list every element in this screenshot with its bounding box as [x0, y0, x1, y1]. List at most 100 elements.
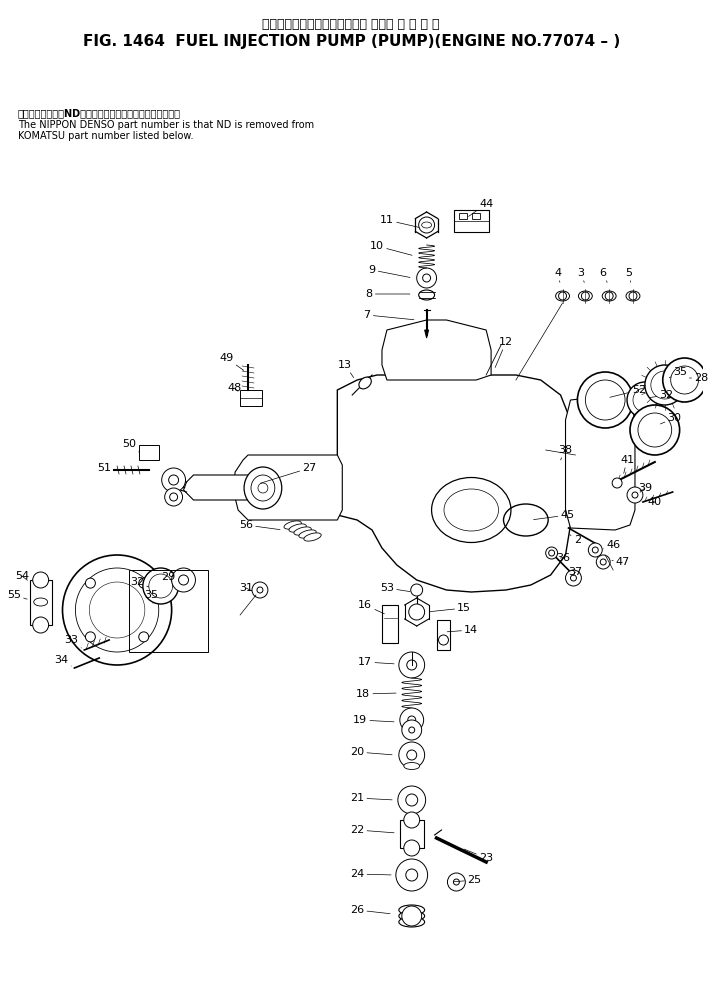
Polygon shape	[318, 375, 596, 592]
Text: 54: 54	[15, 571, 29, 581]
Text: 36: 36	[557, 553, 571, 563]
Text: 52: 52	[610, 385, 646, 397]
Text: 39: 39	[638, 483, 652, 493]
Polygon shape	[566, 395, 635, 530]
Text: 45: 45	[534, 510, 574, 520]
Ellipse shape	[399, 905, 425, 915]
Circle shape	[645, 365, 685, 405]
Circle shape	[402, 720, 422, 740]
Circle shape	[417, 268, 437, 288]
Circle shape	[139, 632, 149, 642]
Text: 35: 35	[144, 590, 158, 603]
Circle shape	[447, 873, 465, 891]
Text: 41: 41	[620, 455, 634, 473]
Text: 37: 37	[569, 567, 583, 577]
Circle shape	[409, 604, 425, 620]
Text: 24: 24	[350, 869, 391, 879]
Circle shape	[630, 405, 680, 455]
Circle shape	[139, 578, 149, 588]
Bar	[472, 213, 480, 219]
Circle shape	[404, 812, 420, 828]
Text: 21: 21	[350, 793, 392, 803]
Text: 38: 38	[559, 445, 573, 460]
Ellipse shape	[579, 291, 592, 301]
Circle shape	[627, 382, 663, 418]
Bar	[129, 570, 208, 652]
Circle shape	[612, 478, 622, 488]
Text: 12: 12	[495, 337, 513, 367]
Ellipse shape	[399, 911, 425, 921]
Text: 17: 17	[358, 657, 394, 667]
Text: 25: 25	[454, 875, 481, 885]
Text: 23: 23	[464, 849, 493, 863]
Text: 29: 29	[162, 572, 179, 582]
Ellipse shape	[404, 762, 420, 770]
Bar	[437, 620, 450, 650]
Text: 34: 34	[55, 655, 72, 666]
Ellipse shape	[294, 527, 311, 535]
Text: 56: 56	[239, 520, 280, 530]
Circle shape	[588, 543, 602, 557]
Circle shape	[596, 555, 610, 569]
Polygon shape	[184, 475, 248, 500]
Circle shape	[663, 358, 706, 402]
Circle shape	[411, 584, 423, 596]
Text: 49: 49	[219, 353, 244, 370]
Text: 28: 28	[689, 373, 708, 383]
Text: 5: 5	[625, 268, 632, 282]
Circle shape	[398, 786, 425, 814]
Text: 18: 18	[356, 689, 396, 699]
Text: 16: 16	[358, 600, 384, 614]
Text: 27: 27	[261, 463, 317, 483]
Bar	[454, 210, 489, 232]
Text: KOMATSU part number listed below.: KOMATSU part number listed below.	[18, 131, 194, 141]
Polygon shape	[233, 455, 342, 520]
Circle shape	[566, 570, 581, 586]
Text: 55: 55	[7, 590, 27, 600]
Text: 15: 15	[430, 603, 471, 613]
Bar	[400, 820, 424, 848]
Text: 32: 32	[130, 577, 149, 587]
Circle shape	[404, 840, 420, 856]
Text: 11: 11	[380, 215, 419, 227]
Ellipse shape	[556, 291, 569, 301]
Text: 47: 47	[612, 557, 630, 567]
Bar	[240, 390, 262, 406]
Text: 19: 19	[353, 715, 394, 725]
Circle shape	[86, 632, 96, 642]
Polygon shape	[425, 330, 429, 338]
Ellipse shape	[258, 483, 268, 493]
Circle shape	[399, 652, 425, 678]
Circle shape	[62, 555, 172, 665]
Ellipse shape	[284, 521, 301, 529]
Text: 10: 10	[370, 241, 412, 255]
Text: 40: 40	[648, 497, 662, 507]
Circle shape	[33, 617, 49, 633]
Circle shape	[172, 568, 196, 592]
Text: 4: 4	[554, 268, 561, 282]
Polygon shape	[382, 320, 491, 380]
Circle shape	[33, 572, 49, 588]
Text: 20: 20	[350, 747, 392, 757]
Text: 13: 13	[338, 360, 354, 378]
Circle shape	[400, 708, 424, 732]
Text: 2: 2	[570, 535, 581, 545]
Bar	[459, 213, 467, 219]
Ellipse shape	[399, 917, 425, 927]
Bar	[382, 605, 398, 643]
Text: 48: 48	[227, 383, 241, 393]
Text: 50: 50	[122, 439, 139, 452]
Circle shape	[86, 578, 96, 588]
Text: 26: 26	[350, 905, 390, 915]
Text: 35: 35	[669, 367, 688, 378]
Circle shape	[627, 487, 643, 503]
Text: 品番のメーカ記号NDを除いたものが日本電装の品番です。: 品番のメーカ記号NDを除いたものが日本電装の品番です。	[18, 108, 181, 118]
Text: FIG. 1464  FUEL INJECTION PUMP (PUMP)(ENGINE NO.77074 – ): FIG. 1464 FUEL INJECTION PUMP (PUMP)(ENG…	[82, 34, 620, 49]
Ellipse shape	[359, 377, 372, 389]
Text: 30: 30	[660, 413, 681, 424]
Text: 9: 9	[369, 265, 410, 277]
Circle shape	[439, 635, 449, 645]
Text: 46: 46	[603, 540, 620, 550]
Ellipse shape	[419, 290, 435, 300]
Circle shape	[164, 488, 182, 506]
